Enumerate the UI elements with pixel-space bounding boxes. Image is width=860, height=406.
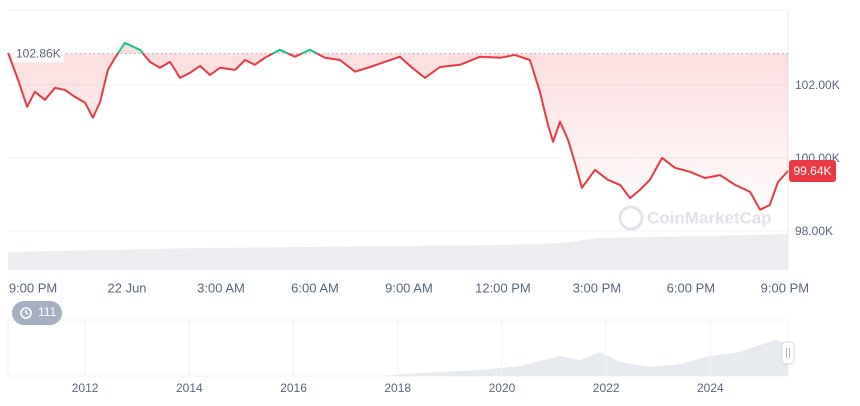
badge-text: 111 (38, 305, 57, 319)
navigator-tick-label: 2022 (593, 381, 620, 395)
navigator-area (8, 340, 788, 376)
navigator-tick-label: 2012 (72, 381, 99, 395)
navigator-tick-label: 2016 (280, 381, 307, 395)
current-price-tag (789, 160, 836, 183)
y-tick-label: 98.00K (795, 224, 833, 238)
navigator-tick-label: 2018 (384, 381, 411, 395)
badge[interactable]: 111 (12, 301, 62, 325)
watermark: CoinMarketCap (618, 205, 772, 231)
navigator-tick-label: 2014 (176, 381, 203, 395)
navigator-handle[interactable] (781, 341, 795, 365)
x-tick-label: 12:00 PM (475, 280, 531, 295)
navigator-tick-label: 2020 (489, 381, 516, 395)
current-price-label: 99.64K (793, 164, 831, 178)
x-tick-label: 9:00 AM (385, 280, 433, 295)
x-tick-label: 22 Jun (108, 280, 147, 295)
price-line (7, 41, 789, 211)
reference-label-bg (12, 44, 64, 63)
x-tick-label: 6:00 AM (291, 280, 339, 295)
navigator-tick-label: 2024 (697, 381, 724, 395)
price-area (8, 42, 788, 210)
x-tick-label: 3:00 AM (197, 280, 245, 295)
y-tick-label: 102.00K (795, 78, 840, 92)
volume-area (8, 234, 788, 270)
x-tick-label: 9:00 PM (9, 280, 57, 295)
x-tick-label: 9:00 PM (761, 280, 809, 295)
watermark-text: CoinMarketCap (647, 208, 772, 227)
reference-label: 102.86K (16, 47, 61, 61)
x-tick-label: 6:00 PM (667, 280, 715, 295)
x-tick-label: 3:00 PM (573, 280, 621, 295)
